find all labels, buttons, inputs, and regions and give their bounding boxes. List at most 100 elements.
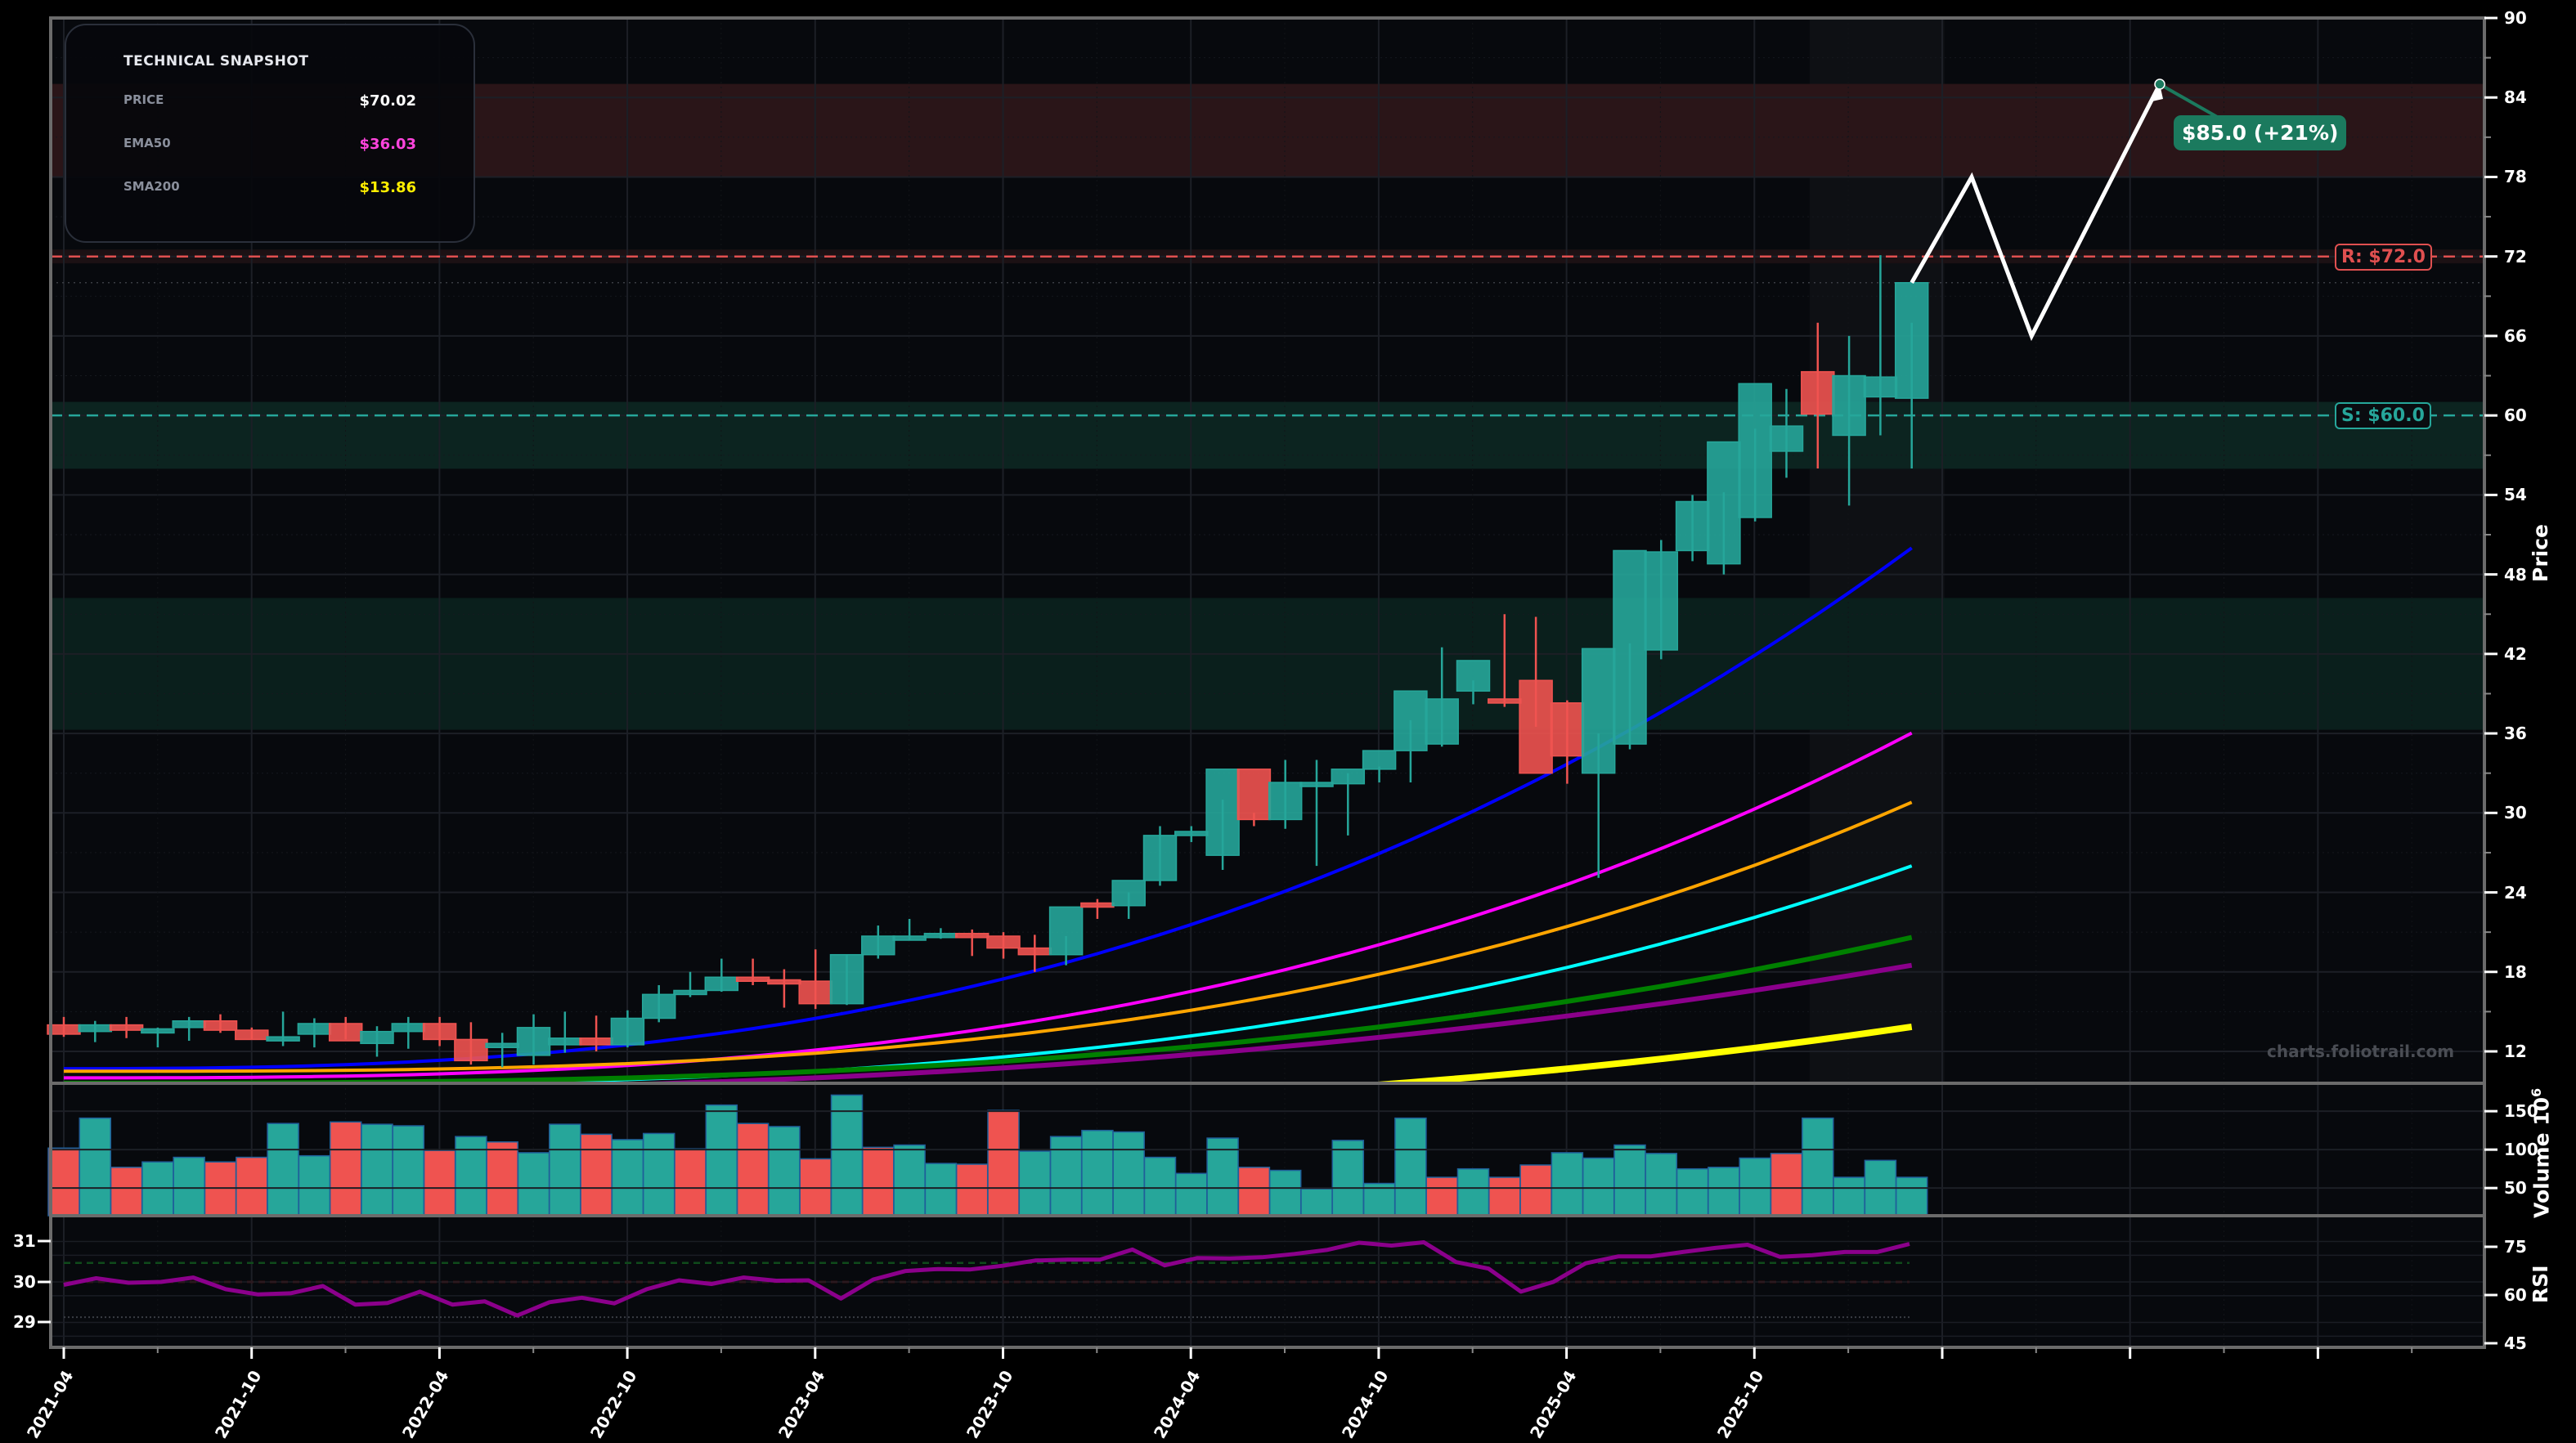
volume-bar [173, 1156, 205, 1217]
candle-body [1863, 376, 1898, 398]
volume-bar [549, 1123, 581, 1217]
candle-body [1048, 906, 1084, 956]
candle-body [266, 1036, 300, 1042]
volume-bar [1081, 1129, 1114, 1217]
price-tick-label: 66 [2504, 325, 2527, 346]
volume-bar [1770, 1153, 1803, 1217]
volume-bar [955, 1163, 989, 1217]
volume-bar [893, 1144, 926, 1217]
candle-body [548, 1037, 582, 1046]
rsi-left-tick-label: 31 [13, 1231, 36, 1251]
volume-bar [47, 1147, 80, 1217]
candle-body [1707, 441, 1741, 565]
candle-body [986, 935, 1021, 949]
resistance-level-label: R: $72.0 [2335, 243, 2432, 271]
moving-average-line-sma200 [1355, 1023, 1913, 1083]
candle-body [1205, 769, 1240, 856]
snapshot-row-price: PRICE $70.02 [123, 92, 416, 117]
candle-body [1080, 902, 1115, 908]
volume-bar [1582, 1157, 1615, 1217]
snapshot-label-ema50: EMA50 [123, 136, 171, 150]
candle-body [923, 933, 958, 939]
volume-bar [924, 1163, 958, 1217]
snapshot-value-ema50: $36.03 [359, 136, 416, 153]
candle-body [109, 1024, 144, 1031]
volume-bar [1049, 1136, 1083, 1217]
volume-bar [611, 1139, 644, 1217]
rsi-right-tick-label: 75 [2504, 1237, 2527, 1257]
rsi-left-tick-label: 29 [13, 1312, 36, 1332]
volume-bar [1613, 1144, 1646, 1217]
target-marker [2154, 78, 2165, 90]
moving-average-line-ema50 [64, 731, 1913, 1080]
candle-body [1425, 698, 1459, 745]
candle-body [1393, 690, 1428, 751]
candle-body [1644, 551, 1679, 651]
candle-body [735, 976, 770, 983]
price-tick-label: 12 [2504, 1042, 2527, 1061]
volume-bar [423, 1149, 456, 1217]
technical-snapshot-panel: TECHNICAL SNAPSHOT PRICE $70.02 EMA50 $3… [65, 24, 475, 243]
volume-axis-exponent: 6 [2529, 1087, 2544, 1097]
price-tick-label: 60 [2504, 406, 2527, 426]
volume-bar [1237, 1167, 1271, 1217]
price-tick-label: 78 [2504, 167, 2527, 187]
candle-body [235, 1029, 269, 1041]
price-axis-title: Price [2529, 524, 2552, 582]
volume-bar [1802, 1117, 1834, 1217]
candle-body [1142, 835, 1178, 881]
watermark: charts.foliotrail.com [2267, 1042, 2455, 1061]
volume-bar [580, 1133, 613, 1217]
volume-bar [642, 1132, 675, 1217]
volume-bar [674, 1148, 707, 1217]
candle-body [391, 1023, 426, 1033]
support-level-label: S: $60.0 [2335, 402, 2431, 430]
volume-bar [1268, 1169, 1302, 1217]
candle-body [579, 1037, 613, 1046]
rsi-right-tick-label: 60 [2504, 1285, 2527, 1305]
candle-body [172, 1020, 206, 1028]
volume-bar [1300, 1188, 1333, 1217]
volume-bar [1425, 1176, 1458, 1217]
target-connector [2159, 83, 2225, 123]
candle-body [78, 1024, 113, 1033]
price-tick-label: 48 [2504, 564, 2527, 585]
candle-body [1832, 374, 1866, 437]
candle-body [1519, 679, 1553, 774]
volume-bar [455, 1136, 487, 1217]
moving-average-line-ema100 [361, 864, 1913, 1083]
volume-bar [1833, 1176, 1865, 1217]
volume-bar [79, 1117, 112, 1217]
volume-bar [705, 1104, 738, 1217]
price-tick-label: 30 [2504, 803, 2527, 823]
volume-bar [862, 1146, 895, 1217]
volume-bar [267, 1123, 299, 1217]
volume-bar [298, 1154, 331, 1217]
volume-bar [1519, 1164, 1552, 1217]
candle-body [954, 933, 990, 939]
rsi-line [63, 1240, 1910, 1318]
snapshot-value-sma200: $13.86 [359, 179, 416, 196]
volume-bar [1206, 1137, 1239, 1217]
candle-body [1017, 947, 1052, 956]
price-tick-label: 42 [2504, 643, 2527, 664]
candle-body [892, 935, 927, 941]
candle-body [1613, 549, 1647, 745]
volume-bar [1018, 1150, 1052, 1217]
candle-body [641, 993, 676, 1020]
volume-bar [1175, 1172, 1208, 1217]
volume-bar [329, 1121, 362, 1217]
support-zone-lower [50, 598, 2485, 730]
candle-body [1174, 831, 1209, 836]
moving-average-line-sma50 [64, 800, 1913, 1073]
price-tick-label: 54 [2504, 485, 2527, 505]
volume-bar [768, 1126, 801, 1217]
rsi-axis-title: RSI [2529, 1265, 2552, 1303]
volume-bar [1708, 1167, 1740, 1217]
candle-body [861, 935, 895, 956]
snapshot-label-price: PRICE [123, 92, 164, 107]
snapshot-label-sma200: SMA200 [123, 179, 180, 194]
volume-bar [1676, 1167, 1709, 1217]
volume-bar [110, 1167, 143, 1217]
candle-body [485, 1042, 519, 1049]
